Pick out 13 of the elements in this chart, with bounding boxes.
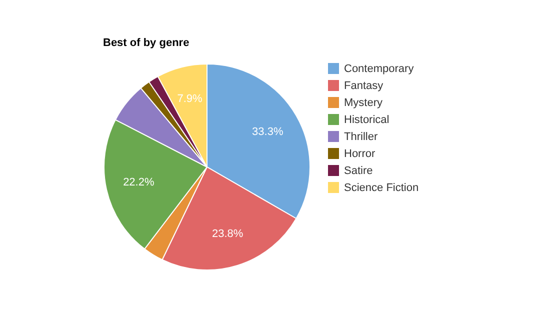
data-label: 33.3% [252, 126, 284, 138]
legend-label: Historical [344, 114, 390, 126]
chart-title: Best of by genre [103, 37, 190, 49]
legend-label: Science Fiction [344, 182, 419, 194]
data-label: 7.9% [177, 93, 203, 106]
legend-label: Satire [344, 165, 373, 177]
data-label: 22.2% [123, 176, 154, 188]
legend-label: Thriller [344, 131, 378, 143]
legend-label: Horror [344, 148, 376, 160]
data-label: 23.8% [212, 228, 244, 240]
legend-label: Mystery [344, 97, 383, 109]
legend-label: Contemporary [344, 63, 414, 75]
legend-label: Fantasy [344, 80, 384, 92]
